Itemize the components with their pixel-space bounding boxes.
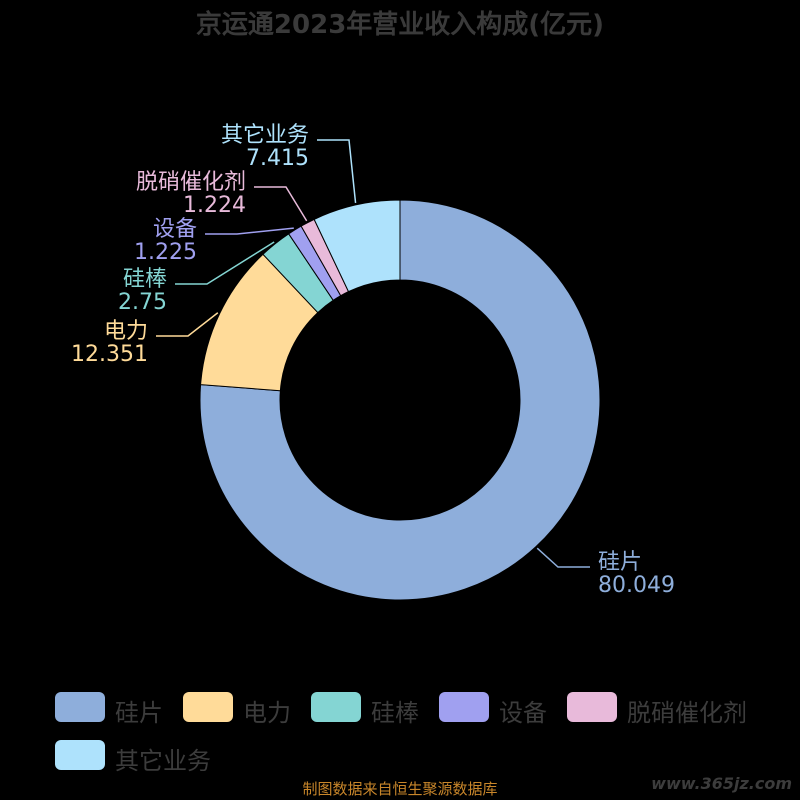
source-note: 制图数据来自恒生聚源数据库 [302,780,498,798]
legend-swatch-3 [439,692,489,722]
slice-value-3: 1.225 [134,240,197,265]
slice-label-1: 电力 [104,319,148,344]
watermark: www.365jz.com [651,774,792,793]
legend-label-3: 设备 [499,699,547,727]
leader-line-5 [317,139,357,204]
slice-value-0: 80.049 [598,573,675,598]
slice-label-5: 其它业务 [221,123,309,148]
slice-label-0: 硅片 [598,550,642,575]
slice-value-4: 1.224 [183,193,246,218]
slice-label-2: 硅棒 [123,267,167,292]
slice-value-5: 7.415 [246,146,309,171]
legend-label-4: 脱硝催化剂 [627,699,747,727]
slice-label-4: 脱硝催化剂 [136,170,246,195]
legend-swatch-1 [183,692,233,722]
leader-line-4 [254,186,308,222]
legend-label-5: 其它业务 [115,747,211,775]
legend-swatch-0 [55,692,105,722]
slice-label-3: 设备 [153,217,197,242]
chart-title: 京运通2023年营业收入构成(亿元) [195,10,605,40]
legend-swatch-2 [311,692,361,722]
legend-label-2: 硅棒 [371,699,419,727]
leader-line-2 [175,241,275,285]
leader-line-0 [536,547,590,568]
leader-line-3 [205,227,294,235]
legend-swatch-5 [55,740,105,770]
slice-value-1: 12.351 [71,342,148,367]
donut-slice-0[interactable] [199,199,601,601]
legend-label-0: 硅片 [115,699,163,727]
legend-swatch-4 [567,692,617,722]
leader-line-1 [156,312,219,337]
slice-value-2: 2.75 [118,290,167,315]
legend-label-1: 电力 [243,699,291,727]
donut-slice-5[interactable] [313,199,401,293]
